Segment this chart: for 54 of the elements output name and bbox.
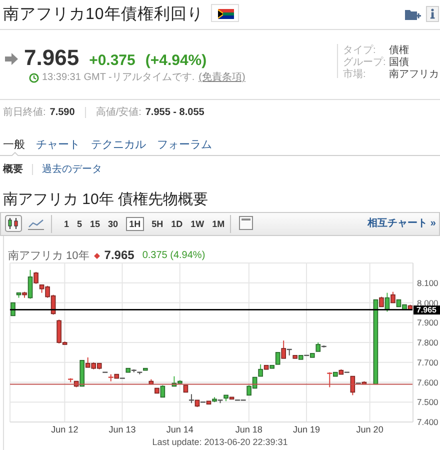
y-tick-label: 7.700 <box>417 357 439 368</box>
candlestick <box>34 271 38 284</box>
text: 相互チャート » <box>368 218 436 230</box>
ref-line-label: 7.965 <box>416 306 438 315</box>
text: チャート <box>36 139 80 152</box>
candlestick <box>379 296 384 308</box>
text: 7.965 <box>24 45 80 70</box>
candlestick <box>327 372 332 388</box>
candlestick <box>281 340 286 359</box>
text: 前日終値: <box>3 107 46 118</box>
text: 市場: <box>343 69 366 80</box>
text: 7.955 - 8.055 <box>145 107 204 118</box>
y-tick-label: 7.600 <box>417 377 439 388</box>
text: 7.590 <box>50 107 75 118</box>
x-tick-label: Jun 14 <box>166 424 194 434</box>
text: Last update: 2013-06-20 22:39:31 <box>152 437 288 448</box>
x-tick-label: Jun 20 <box>356 424 384 434</box>
text: 南アフリカ <box>389 69 439 80</box>
x-tick-label: Jun 18 <box>235 424 262 434</box>
candlestick <box>28 269 33 300</box>
text: 南アフリカ 10年 <box>8 250 90 262</box>
text: (+4.94%) <box>145 52 207 70</box>
x-tick-label: Jun 19 <box>292 424 320 434</box>
y-tick-label: 7.800 <box>417 338 439 348</box>
text: 高値/安値: <box>96 107 142 118</box>
y-tick-label: 7.900 <box>417 318 439 328</box>
text: 13:39:31 GMT -リアルタイムです. <box>42 72 195 84</box>
candlestick <box>258 364 263 377</box>
text: 7.965 <box>104 248 134 263</box>
x-tick-label: Jun 12 <box>51 424 78 434</box>
text: 一般 <box>3 139 25 152</box>
candlestick <box>390 291 396 304</box>
y-tick-label: 7.500 <box>417 397 439 408</box>
candlestick <box>275 352 280 365</box>
text: 1 5 15 30 1H 5H 1D 1W 1M <box>64 219 225 229</box>
text: (免責条項) <box>198 72 246 84</box>
text: 債権 <box>389 45 409 56</box>
text: +0.375 <box>89 52 136 70</box>
chart-title: 南アフリカ10年債権利回り <box>3 6 204 24</box>
text: 概要 <box>3 164 23 176</box>
candlestick <box>160 384 166 398</box>
text: グループ: <box>343 57 386 68</box>
text: 過去のデータ <box>42 164 102 176</box>
text: フォーラム <box>157 139 212 152</box>
y-tick-label: 7.400 <box>417 417 439 428</box>
x-tick-label: Jun 13 <box>108 424 136 434</box>
text: タイプ: <box>343 45 376 56</box>
text: 国債 <box>389 57 409 68</box>
text: 0.375 (4.94%) <box>142 250 206 262</box>
y-tick-label: 8.100 <box>417 278 439 288</box>
y-tick-label: 8.000 <box>417 298 439 308</box>
chart-subtitle: 南アフリカ 10年 債権先物概要 <box>3 191 208 208</box>
text: テクニカル <box>91 139 146 152</box>
candlestick <box>10 302 16 316</box>
